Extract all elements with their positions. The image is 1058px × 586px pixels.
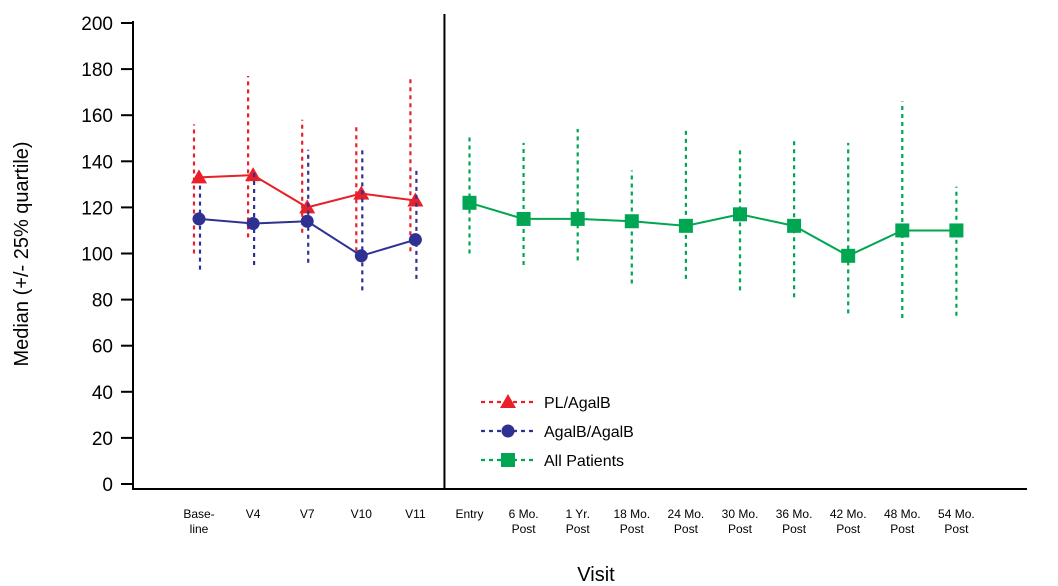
- median-point: [354, 249, 368, 263]
- x-tick-label: 1 Yr. Post: [565, 507, 590, 536]
- x-tick-label: 18 Mo. Post: [613, 507, 650, 536]
- chart-marks: [191, 76, 964, 319]
- y-tick-label: 100: [81, 245, 113, 266]
- median-point: [787, 218, 802, 233]
- y-tick-label: 40: [92, 383, 113, 404]
- x-tick-label-line: 18 Mo.: [613, 507, 650, 521]
- x-tick-label-line: line: [190, 522, 209, 536]
- median-point: [570, 211, 585, 226]
- x-tick-label-line: 54 Mo.: [938, 507, 975, 521]
- legend-label: PL/AgalB: [544, 395, 611, 412]
- legend-label: All Patients: [544, 453, 624, 470]
- legend: PL/AgalB AgalB/AgalB All Patients: [481, 394, 634, 470]
- x-tick-label-line: V10: [351, 507, 373, 521]
- x-axis-title: Visit: [577, 564, 615, 586]
- y-tick-label: 60: [92, 337, 113, 358]
- x-tick-label-line: Post: [836, 522, 861, 536]
- series-all-patients: [462, 101, 964, 319]
- x-tick-label: V7: [300, 507, 315, 521]
- x-tick-label: 30 Mo. Post: [722, 507, 759, 536]
- x-tick-label-line: 30 Mo.: [722, 507, 759, 521]
- x-tick-label: V4: [246, 507, 261, 521]
- y-tick-label: 0: [102, 475, 113, 496]
- x-tick-label-line: 48 Mo.: [884, 507, 921, 521]
- median-point: [624, 214, 639, 229]
- x-tick-label-line: Post: [890, 522, 915, 536]
- x-tick-label-line: Post: [566, 522, 591, 536]
- legend-label: AgalB/AgalB: [544, 424, 634, 441]
- x-tick-label-line: Post: [620, 522, 645, 536]
- x-tick-label-line: 1 Yr.: [565, 507, 589, 521]
- x-tick-label: 6 Mo. Post: [509, 507, 539, 536]
- x-tick-label: Base-line: [183, 507, 214, 536]
- x-tick-label-line: 36 Mo.: [776, 507, 813, 521]
- x-tick-label-line: Post: [728, 522, 753, 536]
- median-point: [191, 169, 207, 184]
- x-tick-label-line: 24 Mo.: [668, 507, 705, 521]
- x-tick-label-line: 6 Mo.: [509, 507, 539, 521]
- x-tick-label-line: V11: [405, 507, 426, 521]
- legend-marker: [501, 424, 515, 438]
- legend-entry: AgalB/AgalB: [481, 424, 634, 441]
- median-point: [300, 214, 314, 228]
- legend-marker: [500, 394, 516, 408]
- legend-marker: [501, 453, 515, 467]
- x-tick-label: 24 Mo. Post: [668, 507, 705, 536]
- x-tick-label-line: Post: [512, 522, 537, 536]
- y-tick-label: 200: [81, 14, 113, 35]
- x-tick-label: V11: [405, 507, 426, 521]
- median-point: [949, 223, 964, 238]
- y-axis-title: Median (+/- 25% quartile): [11, 141, 33, 366]
- axes: 0 20 40 60 80 100 120 140 160 180 200 Base-line V4 V7…: [81, 14, 1027, 536]
- median-point: [246, 217, 260, 231]
- y-tick-label: 160: [81, 106, 113, 127]
- x-tick-label-line: V7: [300, 507, 315, 521]
- x-tick-label: 42 Mo. Post: [830, 507, 867, 536]
- median-point: [678, 218, 693, 233]
- x-tick-label-line: V4: [246, 507, 261, 521]
- median-point: [516, 211, 531, 226]
- x-tick-label: Entry: [455, 507, 483, 521]
- x-tick-label-line: 42 Mo.: [830, 507, 867, 521]
- x-tick-label: 54 Mo. Post: [938, 507, 975, 536]
- y-tick-label: 20: [92, 429, 113, 450]
- x-tick-label-line: Post: [674, 522, 699, 536]
- x-tick-label: 36 Mo. Post: [776, 507, 813, 536]
- median-point: [733, 207, 747, 222]
- x-tick-label: 48 Mo. Post: [884, 507, 921, 536]
- median-point: [462, 195, 477, 210]
- median-point: [841, 248, 856, 263]
- x-tick-label-line: Entry: [455, 507, 483, 521]
- median-point: [895, 223, 910, 238]
- y-tick-label: 80: [92, 291, 113, 312]
- x-tick-label-line: Post: [944, 522, 969, 536]
- median-point: [192, 212, 206, 226]
- y-tick-label: 140: [81, 152, 113, 173]
- median-point: [408, 233, 422, 247]
- y-tick-label: 180: [81, 60, 113, 81]
- x-tick-label: V10: [351, 507, 373, 521]
- y-tick-label: 120: [81, 198, 113, 219]
- median-point: [407, 192, 424, 207]
- x-tick-label-line: Post: [782, 522, 807, 536]
- series-agalb-agalb: [192, 147, 422, 291]
- x-tick-label-line: Base-: [183, 507, 214, 521]
- median-line: [469, 201, 957, 257]
- legend-entry: PL/AgalB: [481, 394, 611, 412]
- legend-entry: All Patients: [481, 453, 624, 470]
